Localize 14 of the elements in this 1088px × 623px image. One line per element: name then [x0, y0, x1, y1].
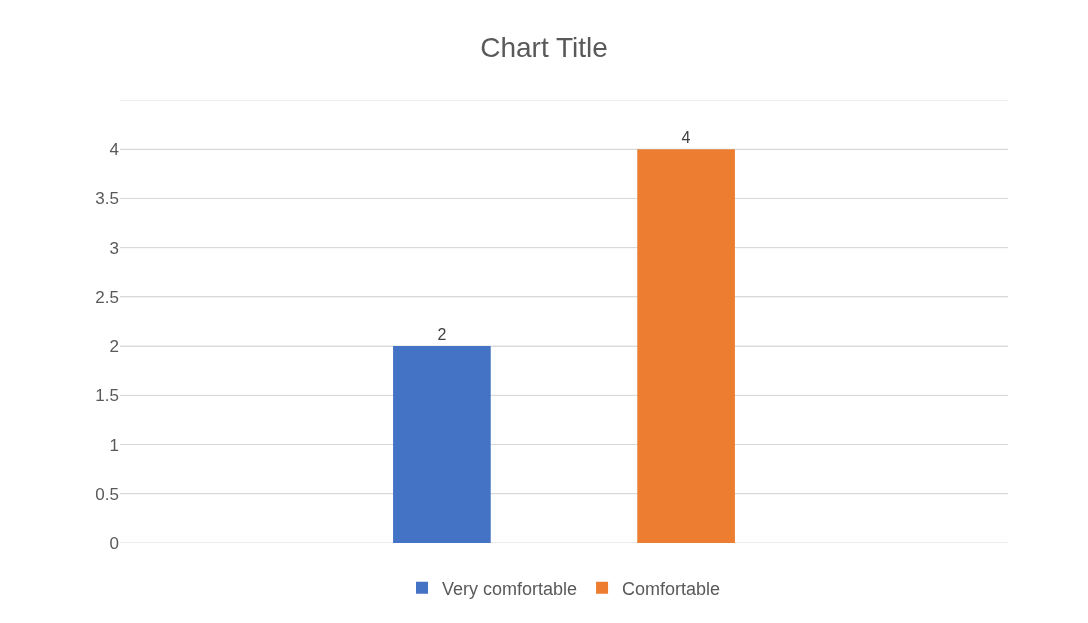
y-tick-label: 3 — [109, 238, 119, 258]
y-tick-label: 2.5 — [95, 287, 119, 307]
data-label: 4 — [681, 129, 691, 147]
chart-title: Chart Title — [480, 31, 608, 63]
legend-label: Very comfortable — [442, 578, 578, 599]
y-tick-label: 1.5 — [95, 386, 119, 406]
y-tick-label: 3.5 — [95, 189, 119, 209]
y-tick-label: 0 — [109, 533, 119, 553]
y-tick-label: 1 — [109, 435, 119, 455]
y-tick-label: 4 — [109, 140, 119, 160]
legend-label: Comfortable — [622, 578, 721, 599]
y-tick-label: 2 — [109, 337, 119, 357]
data-label: 2 — [437, 326, 447, 344]
y-tick-label: 0.5 — [95, 484, 119, 504]
